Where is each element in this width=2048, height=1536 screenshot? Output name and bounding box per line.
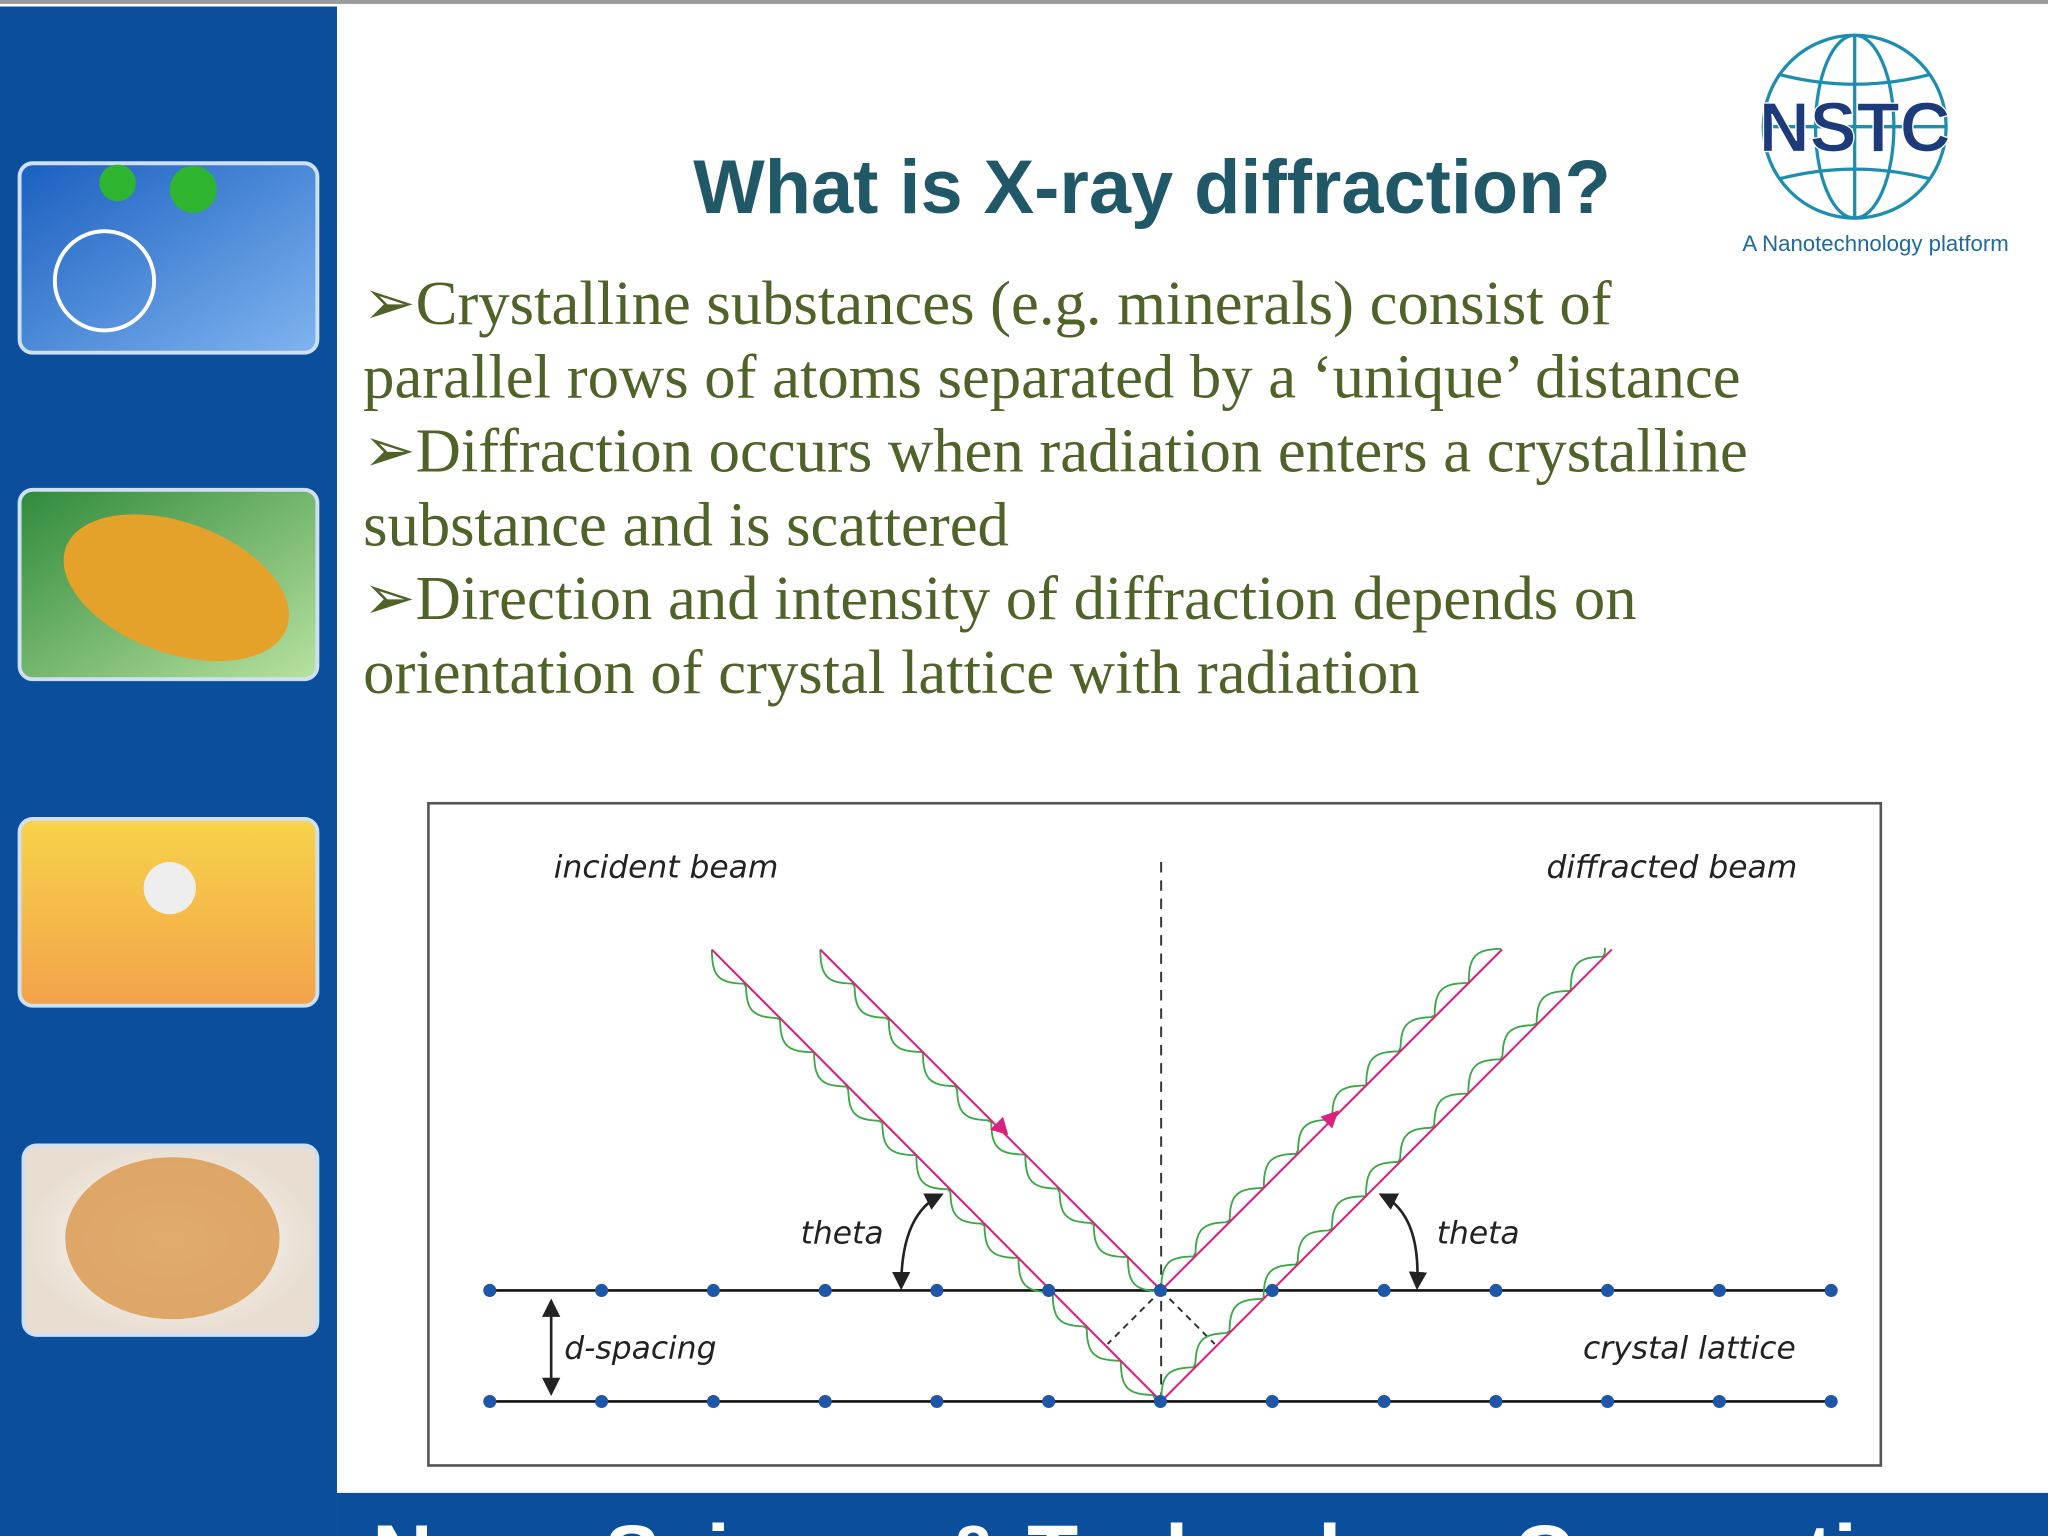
atom — [1153, 1394, 1168, 1408]
atom — [1489, 1283, 1503, 1297]
bullet-line: parallel rows of atoms separated by a ‘u… — [363, 342, 1740, 412]
slide-title: What is X-ray diffraction? — [693, 145, 1611, 230]
theta-label: theta — [801, 1215, 884, 1251]
path-difference — [1106, 1289, 1216, 1345]
diagram-frame — [427, 801, 1883, 1467]
atom — [595, 1283, 609, 1297]
icon — [143, 862, 196, 915]
atom — [1601, 1283, 1615, 1297]
incident-label: incident beam — [554, 850, 779, 886]
theta-arc — [892, 1193, 944, 1291]
bullet-line: ➢Diffraction occurs when radiation enter… — [363, 416, 1748, 486]
atom — [1712, 1394, 1726, 1408]
logo-tagline: A Nanotechnology platform — [1742, 231, 2008, 256]
thumbnails — [17, 161, 320, 1337]
atom — [1601, 1394, 1615, 1408]
diffracted-label: diffracted beam — [1546, 850, 1797, 886]
atom — [930, 1283, 944, 1297]
atom — [1042, 1283, 1056, 1297]
atom — [818, 1394, 832, 1408]
beam — [819, 948, 1162, 1292]
atom — [930, 1394, 944, 1408]
atom — [1265, 1394, 1279, 1408]
atom — [483, 1283, 497, 1297]
atom — [483, 1394, 497, 1408]
bullet-line: ➢Direction and intensity of diffraction … — [363, 563, 1636, 633]
theta-arc — [1378, 1193, 1428, 1291]
logo — [1761, 33, 1948, 220]
atom — [1824, 1283, 1838, 1297]
spacing-label: d-spacing — [564, 1330, 716, 1366]
atom — [1377, 1283, 1391, 1297]
wave — [710, 949, 1157, 1404]
footer-text: Nano Science & Technology Consortium — [372, 1507, 1982, 1536]
diagram: incident beam diffracted beam theta thet… — [427, 801, 1883, 1467]
atom — [1265, 1283, 1279, 1297]
thumbnail — [17, 161, 320, 355]
bullet-line: substance and is scattered — [363, 489, 1009, 559]
atom — [1377, 1394, 1391, 1408]
icon — [169, 165, 217, 213]
icon — [63, 514, 290, 662]
wave — [1160, 947, 1607, 1402]
theta-label: theta — [1437, 1215, 1520, 1251]
atom — [1153, 1283, 1168, 1297]
beam — [1160, 948, 1613, 1403]
atom — [595, 1394, 609, 1408]
beam — [711, 948, 1162, 1403]
bullet-line: ➢Crystalline substances (e.g. minerals) … — [363, 268, 1612, 338]
beam-arrow — [1320, 1110, 1339, 1129]
bullet-line: orientation of crystal lattice with radi… — [363, 637, 1420, 707]
atom — [1712, 1283, 1726, 1297]
globe-parallels — [1778, 72, 1931, 181]
atom — [706, 1283, 720, 1297]
footer-band — [336, 1492, 2048, 1536]
beam-arrow — [990, 1116, 1009, 1136]
atom — [1824, 1394, 1838, 1408]
wave — [819, 949, 1161, 1293]
lattice-label: crystal lattice — [1583, 1330, 1796, 1366]
top-rule — [0, 0, 2048, 4]
atom — [818, 1283, 832, 1297]
bullet-list: ➢Crystalline substances (e.g. minerals) … — [363, 268, 1748, 707]
icon — [99, 164, 136, 202]
atom — [1489, 1394, 1503, 1408]
icon — [52, 229, 157, 333]
logo-name: NSTC — [1759, 88, 1951, 167]
atom — [1042, 1394, 1056, 1408]
icon — [65, 1157, 280, 1320]
atom — [706, 1394, 720, 1408]
